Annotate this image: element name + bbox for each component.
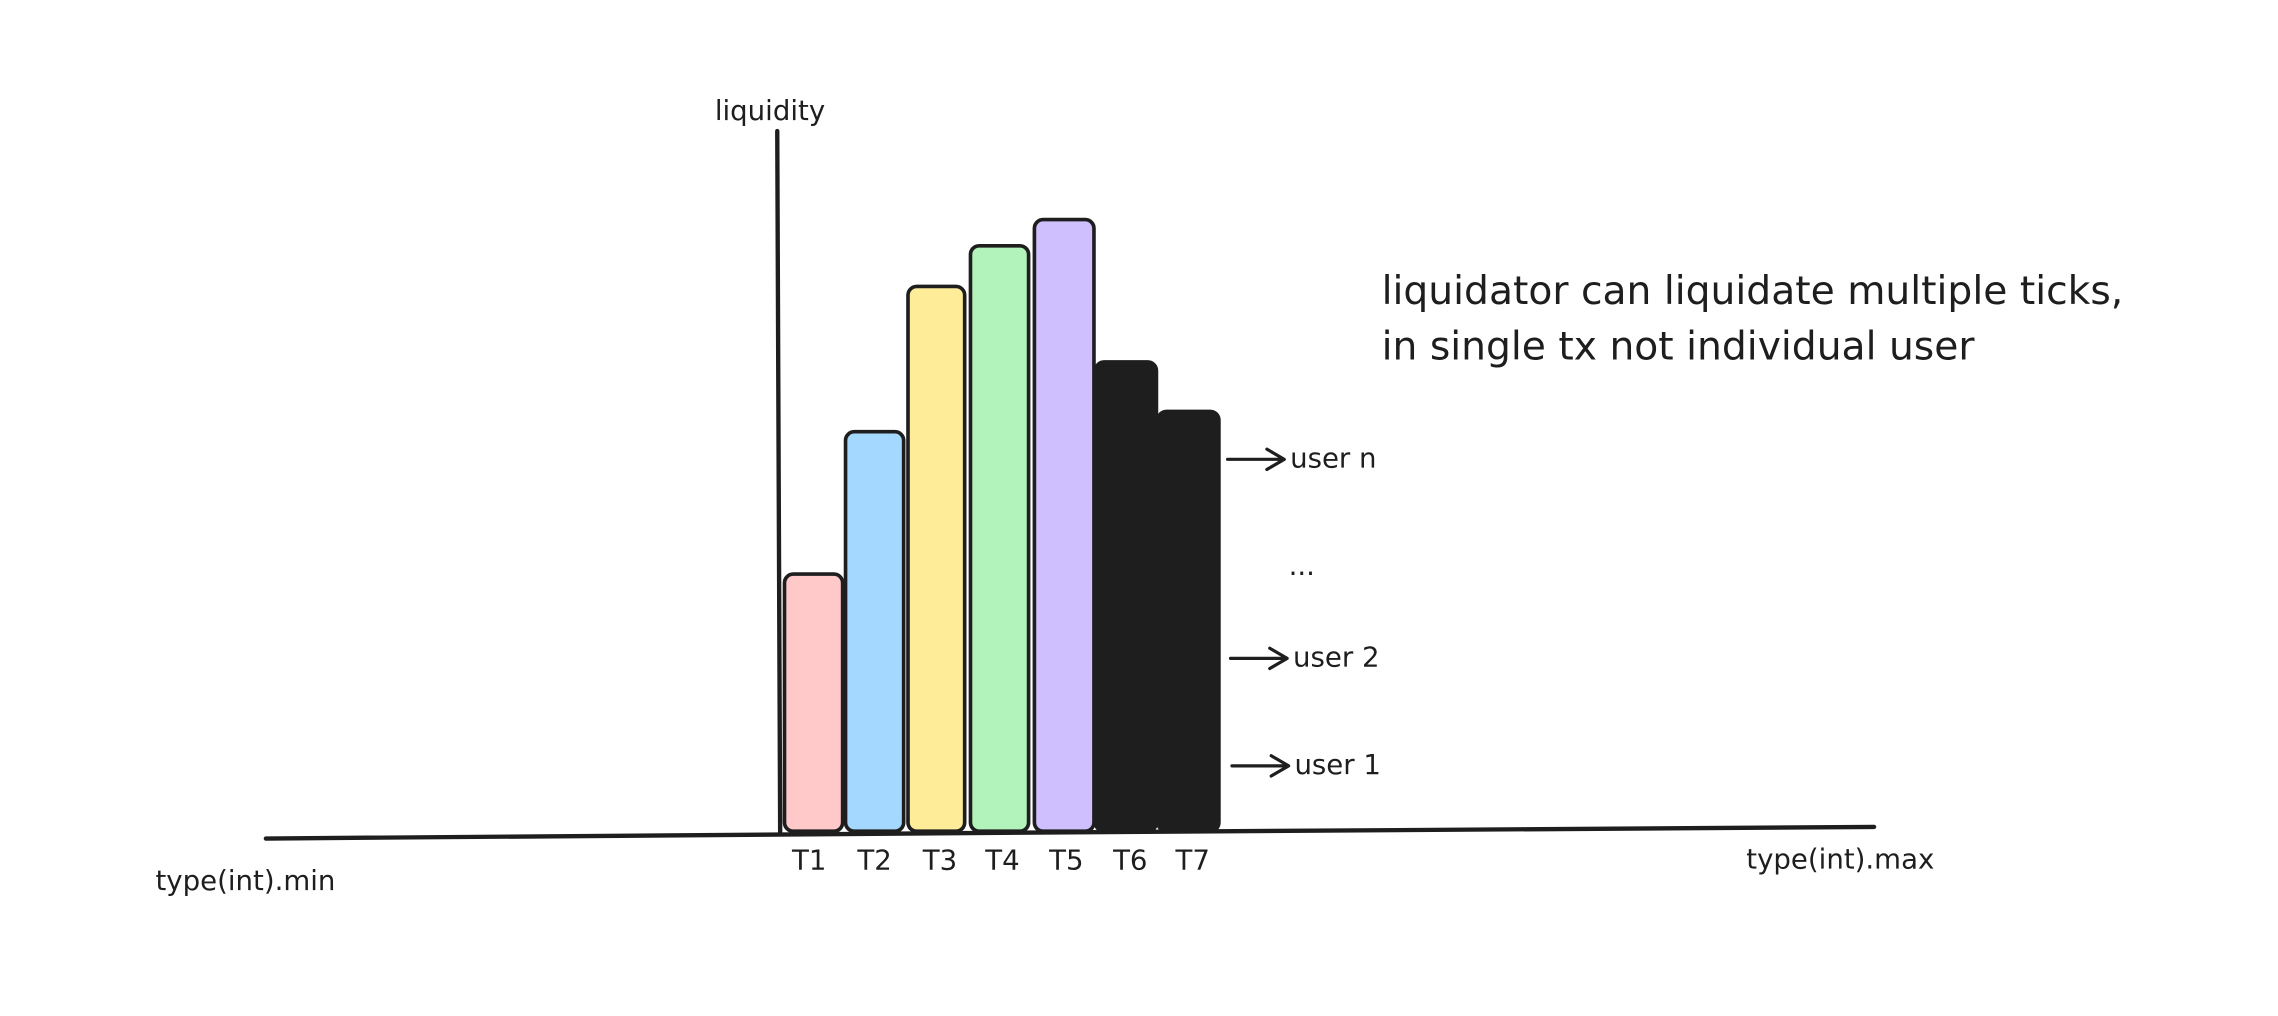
bar (782, 572, 845, 834)
bar-label: T1 (791, 844, 826, 877)
x-max-label: type(int).max (1746, 842, 1934, 875)
arrow (1230, 754, 1291, 778)
y-axis-label: liquidity (715, 94, 825, 127)
bar-label: T3 (922, 844, 957, 877)
pointer-label: user 2 (1293, 640, 1380, 673)
bar (1156, 409, 1221, 834)
y-axis (775, 128, 783, 835)
bar (843, 429, 906, 834)
x-min-label: type(int).min (155, 864, 335, 897)
bar-label: T6 (1112, 844, 1147, 877)
bar-label: T2 (856, 844, 891, 877)
bar-label: T7 (1175, 844, 1210, 877)
pointer-label: user n (1290, 441, 1376, 474)
pointer-label: ... (1289, 549, 1315, 582)
pointer-label: user 1 (1294, 748, 1381, 781)
bar-label: T5 (1048, 844, 1083, 877)
bar (906, 284, 967, 834)
bar (1093, 360, 1159, 834)
arrow (1228, 646, 1289, 671)
note-line: liquidator can liquidate multiple ticks, (1382, 269, 2124, 314)
bar (1032, 217, 1096, 834)
bar-label: T4 (984, 844, 1019, 877)
note-line: in single tx not individual user (1382, 324, 1976, 369)
arrow (1226, 447, 1286, 472)
bar (968, 243, 1031, 834)
